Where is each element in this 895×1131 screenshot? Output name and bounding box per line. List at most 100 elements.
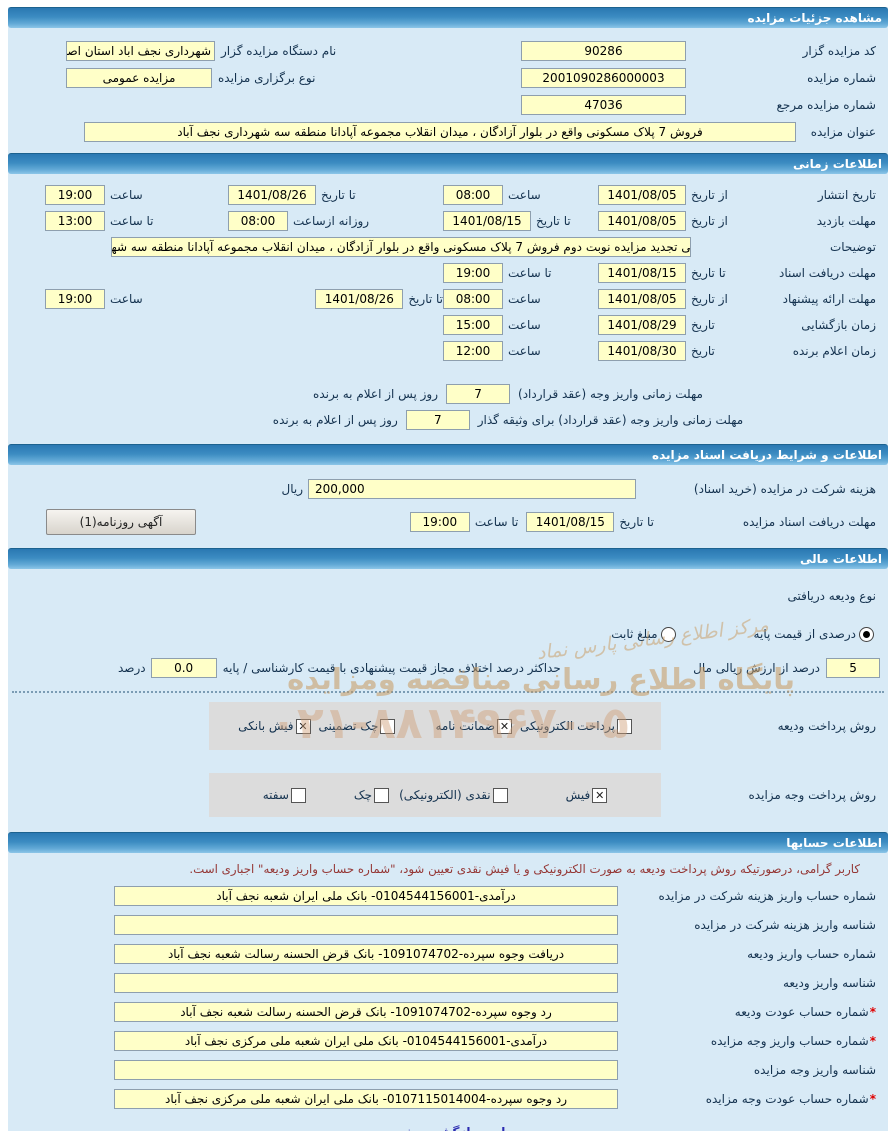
participation-fee-field[interactable]: 200,000 <box>308 479 636 499</box>
newspaper-ad-button[interactable]: آگهی روزنامه(1) <box>46 509 196 535</box>
publish-from-time-field[interactable]: 08:00 <box>443 185 503 205</box>
offer-deadline-label: مهلت ارائه پیشنهاد <box>782 292 876 306</box>
max-diff-label: حداکثر درصد اختلاف مجاز قیمت پیشنهادی با… <box>222 661 561 675</box>
section-accounts: اطلاعات حسابها <box>8 832 888 853</box>
date-label: تاریخ <box>691 318 715 332</box>
auction-title-label: عنوان مزایده <box>810 124 876 139</box>
row-deposit-percent: 5 درصد از ارزش ریالی مال حداکثر درصد اخت… <box>8 655 888 681</box>
back-link[interactable]: بازگشت <box>428 1125 476 1131</box>
date-label: تاریخ <box>691 344 715 358</box>
percent-unit-label: درصد <box>118 661 146 675</box>
agency-field[interactable]: شهرداری نجف اباد استان اصف <box>66 40 215 61</box>
payment-deadline-2-days-field[interactable]: 7 <box>405 410 470 430</box>
reference-number-label: شماره مزایده مرجع <box>776 97 876 112</box>
row-payment-deadline-2: مهلت زمانی واریز وجه (عقد قرارداد) برای … <box>8 407 888 433</box>
until-hour-label: تا ساعت <box>508 266 552 280</box>
account-auction-payment-field[interactable]: درآمدی-0104544156001- بانک ملی ایران شعب… <box>114 1030 618 1051</box>
publish-from-date-field[interactable]: 1401/08/05 <box>598 185 686 205</box>
until-hour-label: تا ساعت <box>474 515 519 529</box>
visit-to-date-field[interactable]: 1401/08/15 <box>443 211 531 231</box>
notes-field[interactable]: آگهی تجدید مزایده نوبت دوم فروش 7 پلاک م… <box>111 237 691 257</box>
account-fee-deposit-label: شماره حساب واریز هزینه شرکت در مزایده <box>658 888 876 903</box>
account-deposit-id-field[interactable] <box>114 972 618 993</box>
reference-number-field[interactable]: 47036 <box>521 94 686 115</box>
publish-label: تاریخ انتشار <box>817 188 876 202</box>
checkbox-guarantee-letter-label: ضمانت نامه <box>435 719 496 733</box>
winner-date-field[interactable]: 1401/08/30 <box>598 341 686 361</box>
docs-deadline-time-field[interactable]: 19:00 <box>443 263 503 283</box>
account-deposit-field[interactable]: دریافت وجوه سپرده-1091074702- بانک قرض ا… <box>114 943 618 964</box>
max-diff-field[interactable]: 0.0 <box>150 658 217 678</box>
exit-link[interactable]: خروج <box>382 1125 414 1131</box>
auction-number-field[interactable]: 2001090286000003 <box>521 67 686 88</box>
auction-type-field[interactable]: مزایده عمومی <box>66 67 212 88</box>
notes-label: توضیحات <box>829 240 876 254</box>
auction-title-field[interactable]: فروش 7 پلاک مسکونی واقع در بلوار آزادگان… <box>84 121 796 142</box>
account-fee-deposit-field[interactable]: درآمدی-0104544156001- بانک ملی ایران شعب… <box>114 885 618 906</box>
docs-receive-time-field[interactable]: 19:00 <box>409 512 470 532</box>
radio-fixed-amount[interactable] <box>660 626 676 642</box>
account-auction-return-label: شماره حساب عودت وجه مزایده <box>705 1091 869 1106</box>
print-link[interactable]: چاپ <box>489 1125 514 1131</box>
deposit-percent-field[interactable]: 5 <box>826 658 880 678</box>
docs-receive-date-field[interactable]: 1401/08/15 <box>526 512 615 532</box>
row-account-auction-return: *شماره حساب عودت وجه مزایده رد وجوه سپرد… <box>8 1084 888 1113</box>
from-date-label: از تاریخ <box>691 292 728 306</box>
row-account-fee-deposit: شماره حساب واریز هزینه شرکت در مزایده در… <box>8 881 888 910</box>
auction-number-label: شماره مزایده <box>807 70 876 85</box>
publish-to-time-field[interactable]: 19:00 <box>45 185 105 205</box>
checkbox-receipt[interactable] <box>592 787 608 803</box>
row-deposit-type: نوع ودیعه دریافتی <box>8 583 888 609</box>
docs-deadline-date-field[interactable]: 1401/08/15 <box>598 263 686 283</box>
account-deposit-id-label: شناسه واریز ودیعه <box>782 975 876 990</box>
row-account-auction-payment: *شماره حساب واریز وجه مزایده درآمدی-0104… <box>8 1026 888 1055</box>
checkbox-cheque[interactable] <box>374 787 390 803</box>
deposit-percent-label: درصد از ارزش ریالی مال <box>693 661 820 675</box>
deposit-method-label: روش پرداخت ودیعه <box>777 719 876 733</box>
checkbox-guarantee-letter[interactable] <box>497 718 513 734</box>
checkbox-electronic-payment[interactable] <box>616 718 632 734</box>
opening-date-field[interactable]: 1401/08/29 <box>598 315 686 335</box>
payment-deadline-1-days-field[interactable]: 7 <box>446 384 511 404</box>
checkbox-certified-cheque[interactable] <box>380 718 396 734</box>
auction-code-field[interactable]: 90286 <box>521 40 686 61</box>
account-deposit-return-field[interactable]: رد وجوه سپرده-1091074702- بانک قرض الحسن… <box>114 1001 618 1022</box>
account-auction-return-field[interactable]: رد وجوه سپرده-0107115014004- بانک ملی ای… <box>114 1088 618 1109</box>
offer-from-time-field[interactable]: 08:00 <box>443 289 503 309</box>
checkbox-promissory-note[interactable] <box>290 787 306 803</box>
account-auction-payment-id-label: شناسه واریز وجه مزایده <box>753 1062 876 1077</box>
section-financial: اطلاعات مالی <box>8 548 888 569</box>
hour-label: ساعت <box>110 188 143 202</box>
page-title: مشاهده جزئیات مزایده <box>8 7 888 28</box>
payment-deadline-1-suffix: روز پس از اعلام به برنده <box>313 387 439 401</box>
visit-from-time-field[interactable]: 08:00 <box>228 211 288 231</box>
offer-to-date-field[interactable]: 1401/08/26 <box>315 289 404 309</box>
from-date-label: از تاریخ <box>691 188 728 202</box>
radio-percent-label: درصدی از قیمت پایه <box>753 627 856 641</box>
offer-to-time-field[interactable]: 19:00 <box>45 289 105 309</box>
dotted-divider <box>12 691 884 693</box>
radio-percent-of-base-price[interactable] <box>859 626 874 642</box>
hour-label: ساعت <box>508 318 541 332</box>
to-date-label: تا تاریخ <box>619 515 654 529</box>
visit-to-time-field[interactable]: 13:00 <box>45 211 105 231</box>
offer-from-date-field[interactable]: 1401/08/05 <box>598 289 686 309</box>
payment-method-label: روش پرداخت وجه مزایده <box>748 788 876 802</box>
account-fee-id-field[interactable] <box>114 914 618 935</box>
deposit-type-label: نوع ودیعه دریافتی <box>787 589 876 603</box>
winner-time-field[interactable]: 12:00 <box>443 341 503 361</box>
checkbox-cash-electronic[interactable] <box>492 787 508 803</box>
visit-from-date-field[interactable]: 1401/08/05 <box>598 211 686 231</box>
row-opening-time: زمان بازگشایی تاریخ 1401/08/29 ساعت 15:00 <box>8 312 888 338</box>
checkbox-bank-receipt[interactable] <box>295 718 311 734</box>
publish-to-date-field[interactable]: 1401/08/26 <box>228 185 316 205</box>
rial-unit-label: ریال <box>281 482 303 496</box>
auction-code-label: کد مزایده گزار <box>802 43 876 58</box>
account-auction-payment-id-field[interactable] <box>114 1059 618 1080</box>
payment-deadline-2-label: مهلت زمانی واریز وجه (عقد قرارداد) برای … <box>477 413 744 427</box>
opening-time-field[interactable]: 15:00 <box>443 315 503 335</box>
row-deposit-radio: درصدی از قیمت پایه مبلغ ثابت <box>8 621 888 647</box>
row-docs-deadline: مهلت دریافت اسناد تا تاریخ 1401/08/15 تا … <box>8 260 888 286</box>
docs-receive-deadline-label: مهلت دریافت اسناد مزایده <box>742 515 876 529</box>
